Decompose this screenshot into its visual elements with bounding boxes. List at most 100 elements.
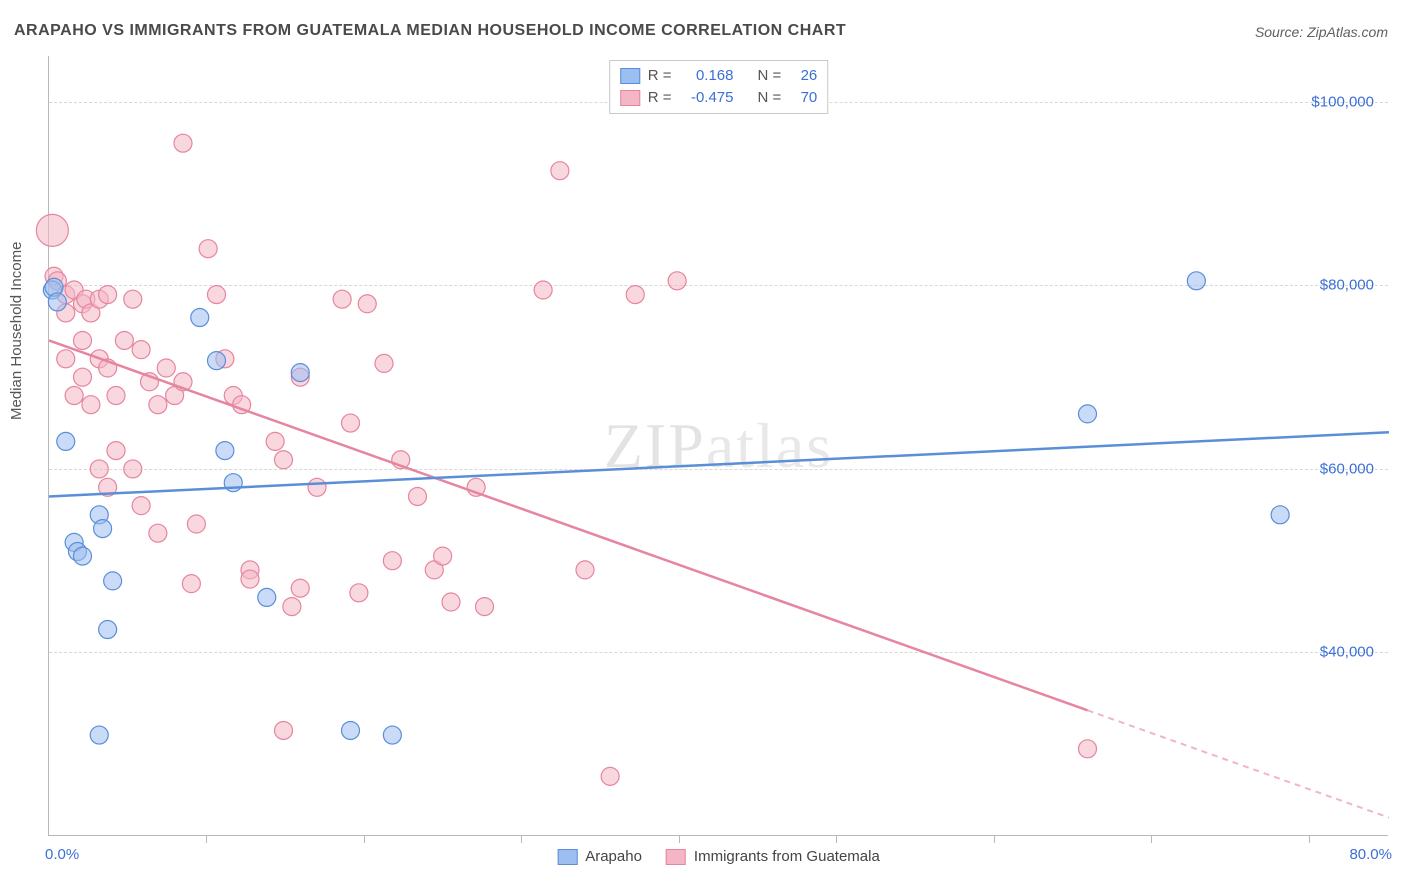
data-point — [174, 134, 192, 152]
data-point — [601, 767, 619, 785]
data-point — [409, 487, 427, 505]
x-minor-tick — [206, 835, 207, 843]
r-value: -0.475 — [680, 87, 734, 109]
data-point — [350, 584, 368, 602]
data-point — [342, 414, 360, 432]
data-point — [266, 432, 284, 450]
data-point — [275, 721, 293, 739]
data-point — [65, 387, 83, 405]
x-tick-label: 80.0% — [1349, 846, 1392, 863]
data-point — [191, 309, 209, 327]
correlation-legend: R = 0.168 N = 26 R = -0.475 N = 70 — [609, 60, 829, 114]
data-point — [434, 547, 452, 565]
x-minor-tick — [521, 835, 522, 843]
plot-area: ZIPatlas $40,000$60,000$80,000$100,000 0… — [48, 56, 1388, 836]
x-minor-tick — [994, 835, 995, 843]
series-legend: Arapaho Immigrants from Guatemala — [557, 848, 880, 865]
data-point — [149, 524, 167, 542]
data-point — [208, 286, 226, 304]
x-minor-tick — [364, 835, 365, 843]
data-point — [383, 726, 401, 744]
data-point — [99, 621, 117, 639]
data-point — [308, 478, 326, 496]
data-point — [1271, 506, 1289, 524]
data-point — [124, 290, 142, 308]
data-point — [48, 293, 66, 311]
data-point — [115, 331, 133, 349]
n-label: N = — [758, 87, 782, 109]
data-point — [358, 295, 376, 313]
data-point — [132, 497, 150, 515]
chart-title: ARAPAHO VS IMMIGRANTS FROM GUATEMALA MED… — [14, 22, 846, 40]
data-point — [132, 341, 150, 359]
trend-line — [49, 432, 1389, 496]
arapaho-swatch-icon — [620, 68, 640, 84]
arapaho-swatch-icon — [557, 849, 577, 865]
legend-label: Arapaho — [585, 848, 642, 865]
data-point — [104, 572, 122, 590]
data-point — [74, 368, 92, 386]
data-point — [1079, 405, 1097, 423]
data-point — [241, 570, 259, 588]
data-point — [291, 364, 309, 382]
data-point — [107, 387, 125, 405]
data-point — [82, 396, 100, 414]
legend-row-guatemala: R = -0.475 N = 70 — [620, 87, 818, 109]
n-value: 70 — [789, 87, 817, 109]
data-point — [275, 451, 293, 469]
r-value: 0.168 — [680, 65, 734, 87]
scatter-plot — [49, 56, 1388, 835]
data-point — [182, 575, 200, 593]
data-point — [576, 561, 594, 579]
data-point — [124, 460, 142, 478]
data-point — [149, 396, 167, 414]
x-minor-tick — [836, 835, 837, 843]
data-point — [1079, 740, 1097, 758]
x-minor-tick — [1309, 835, 1310, 843]
data-point — [283, 598, 301, 616]
data-point — [74, 547, 92, 565]
legend-item-arapaho: Arapaho — [557, 848, 642, 865]
data-point — [36, 214, 68, 246]
data-point — [99, 286, 117, 304]
n-label: N = — [758, 65, 782, 87]
data-point — [90, 726, 108, 744]
data-point — [57, 350, 75, 368]
x-tick-label: 0.0% — [45, 846, 79, 863]
data-point — [216, 442, 234, 460]
data-point — [442, 593, 460, 611]
data-point — [94, 520, 112, 538]
r-label: R = — [648, 87, 672, 109]
data-point — [187, 515, 205, 533]
guatemala-swatch-icon — [620, 90, 640, 106]
data-point — [551, 162, 569, 180]
data-point — [476, 598, 494, 616]
source-label: Source: ZipAtlas.com — [1255, 24, 1388, 40]
data-point — [342, 721, 360, 739]
x-minor-tick — [1151, 835, 1152, 843]
data-point — [258, 588, 276, 606]
data-point — [199, 240, 217, 258]
data-point — [90, 460, 108, 478]
data-point — [74, 331, 92, 349]
data-point — [1187, 272, 1205, 290]
data-point — [668, 272, 686, 290]
data-point — [291, 579, 309, 597]
legend-row-arapaho: R = 0.168 N = 26 — [620, 65, 818, 87]
data-point — [208, 352, 226, 370]
data-point — [107, 442, 125, 460]
guatemala-swatch-icon — [666, 849, 686, 865]
legend-label: Immigrants from Guatemala — [694, 848, 880, 865]
data-point — [375, 354, 393, 372]
r-label: R = — [648, 65, 672, 87]
data-point — [534, 281, 552, 299]
data-point — [333, 290, 351, 308]
legend-item-guatemala: Immigrants from Guatemala — [666, 848, 880, 865]
y-axis-label: Median Household Income — [8, 242, 25, 420]
x-minor-tick — [679, 835, 680, 843]
data-point — [57, 432, 75, 450]
trend-line-dashed — [1088, 710, 1390, 817]
data-point — [157, 359, 175, 377]
chart-container: ARAPAHO VS IMMIGRANTS FROM GUATEMALA MED… — [0, 0, 1406, 892]
data-point — [383, 552, 401, 570]
